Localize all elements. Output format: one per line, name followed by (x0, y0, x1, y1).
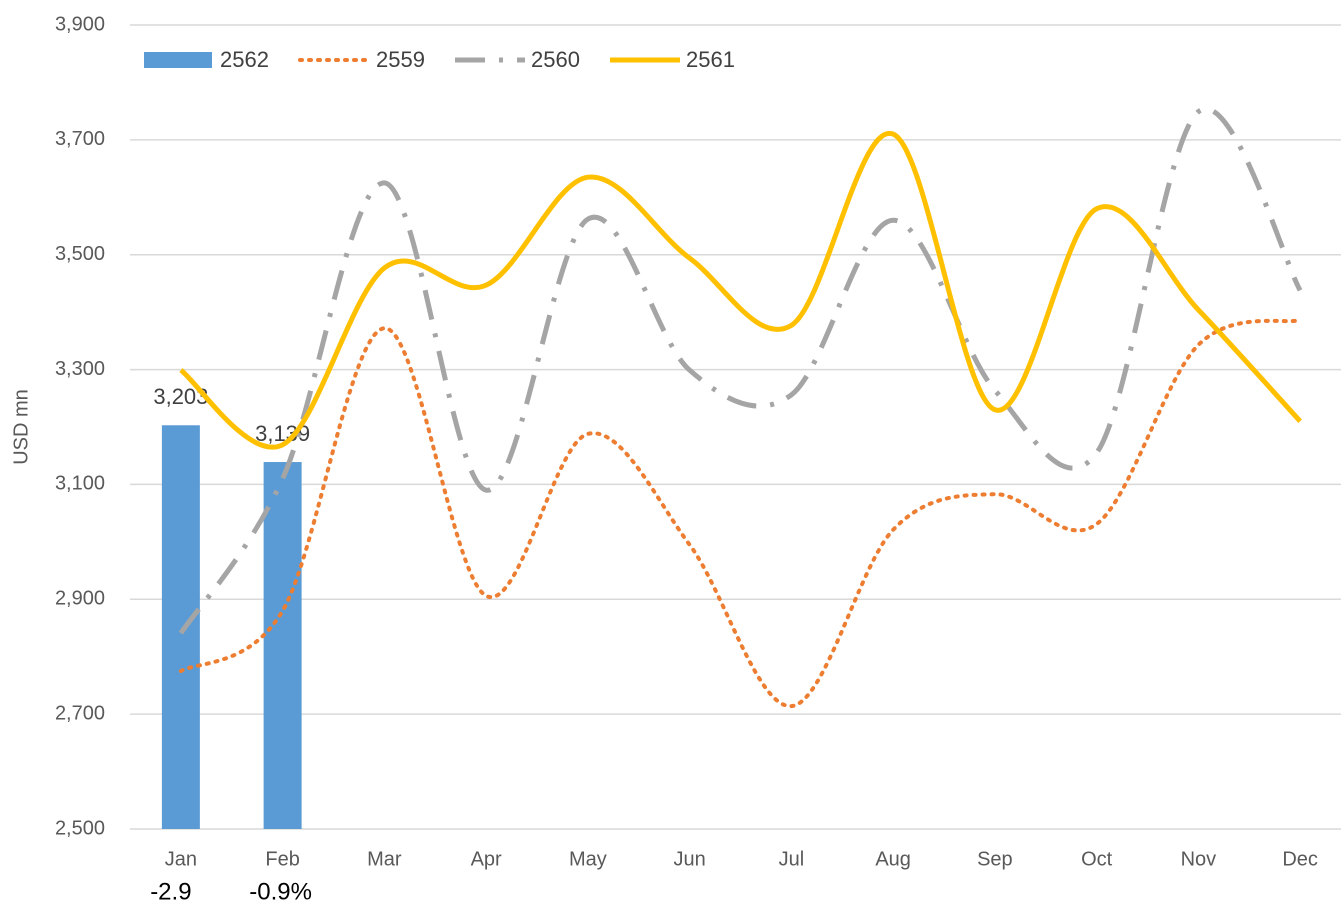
y-tick-label: 3,500 (55, 243, 105, 265)
x-tick-label: Jan (165, 848, 197, 870)
line (179, 131, 1302, 450)
x-tick-label: Nov (1181, 848, 1217, 870)
x-tick-label: Feb (265, 848, 299, 870)
annotation: -2.9 (150, 878, 191, 903)
legend-label: 2561 (686, 47, 735, 72)
line (178, 318, 1303, 709)
legend-label: 2562 (220, 47, 269, 72)
line (178, 106, 1303, 635)
legend-label: 2560 (531, 47, 580, 72)
y-tick-label: 3,300 (55, 358, 105, 380)
legend-swatch (144, 52, 212, 68)
y-tick-label: 3,900 (55, 13, 105, 35)
x-tick-label: Mar (367, 848, 402, 870)
legend-label: 2559 (376, 47, 425, 72)
x-tick-label: Aug (875, 848, 911, 870)
x-tick-label: Jun (674, 848, 706, 870)
y-tick-label: 2,500 (55, 817, 105, 839)
annotation: -0.9% (249, 878, 312, 903)
y-tick-label: 3,700 (55, 128, 105, 150)
x-tick-label: Oct (1081, 848, 1113, 870)
bar (161, 425, 200, 829)
x-tick-label: Sep (977, 848, 1013, 870)
y-axis-label: USD mn (10, 389, 32, 465)
x-tick-label: May (569, 848, 607, 870)
x-tick-label: Apr (471, 848, 502, 870)
bar (263, 462, 302, 829)
x-tick-label: Jul (779, 848, 805, 870)
y-tick-label: 3,100 (55, 473, 105, 495)
y-tick-label: 2,700 (55, 702, 105, 724)
x-tick-label: Dec (1282, 848, 1318, 870)
y-tick-label: 2,900 (55, 588, 105, 610)
